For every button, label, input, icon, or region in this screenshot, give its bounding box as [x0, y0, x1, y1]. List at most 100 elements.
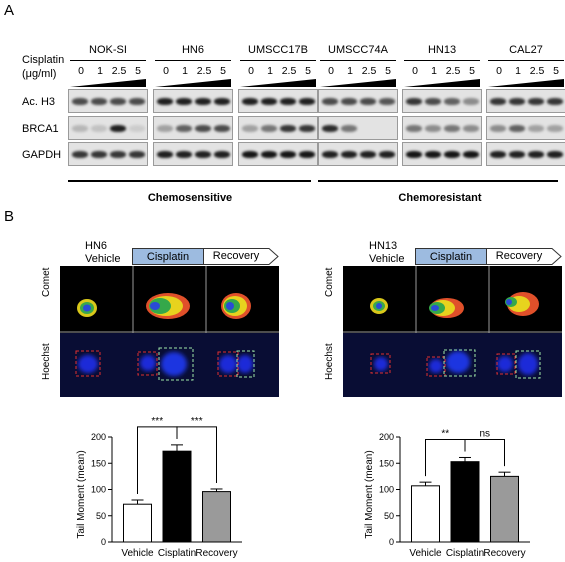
blot-band [280, 151, 296, 158]
blot-band [547, 125, 563, 132]
blot-ac-h3 [402, 89, 482, 113]
blot-band [91, 98, 107, 105]
blot-band [406, 151, 422, 158]
cell-line-underline [155, 60, 231, 61]
blot-band [129, 151, 145, 158]
hn13-comet-vehicle [370, 298, 388, 314]
blot-band [195, 151, 211, 158]
blot-band [341, 125, 357, 132]
blot-band [547, 98, 563, 105]
blot-band [157, 125, 173, 132]
hn13-tail-moment-chart: 0 50 100 150 200 Tail Moment (mean) Vehicle Cis… [364, 428, 530, 559]
hn13-y-tick-label: 200 [379, 432, 394, 442]
hn13-comet-cisplatin [429, 298, 464, 318]
blot-band [242, 125, 258, 132]
hn6-comet-recovery [221, 293, 251, 319]
hn6-significance-label: *** [151, 416, 163, 427]
cell-line-umscc74a: UMSCC74A [328, 44, 388, 56]
hn13-row-label-comet-text: Comet [324, 267, 335, 297]
dose-wedge [404, 79, 480, 87]
dose-wedge [488, 79, 564, 87]
blot-band [425, 98, 441, 105]
hn6-hoechst-cisplatin [137, 347, 194, 381]
hn13-x-tick-label: Cisplatin [446, 548, 484, 559]
hn6-hoechst-vehicle [75, 350, 101, 377]
blot-brca1 [68, 116, 148, 140]
dose-label: 2.5 [281, 65, 297, 77]
blot-gapdh [238, 142, 318, 166]
blot-band [299, 151, 315, 158]
dose-label: 1 [182, 65, 188, 77]
cell-line-hn13: HN13 [427, 44, 457, 56]
blot-band [195, 125, 211, 132]
blot-band [406, 98, 422, 105]
dose-label: 1 [431, 65, 437, 77]
dose-label: 0 [248, 65, 254, 77]
hn13-y-axis-label: Tail Moment (mean) [364, 450, 375, 538]
dose-label: 5 [135, 65, 141, 77]
hn13-hoechst-vehicle [370, 353, 391, 374]
blot-band [299, 125, 315, 132]
hn6-y-tick-label: 100 [91, 485, 106, 495]
hn13-title: HN13 Vehicle [369, 240, 404, 266]
blot-band [195, 98, 211, 105]
dose-label: 1 [347, 65, 353, 77]
hn6-step-recovery-shape [203, 248, 279, 265]
blot-band [214, 151, 230, 158]
row-label-brca1: BRCA1 [22, 123, 59, 135]
cell-line-underline [320, 60, 396, 61]
blot-band [72, 125, 88, 132]
blot-band [110, 151, 126, 158]
blot-band [110, 98, 126, 105]
blot-band [322, 98, 338, 105]
cell-line-underline [240, 60, 316, 61]
chemoresistant-line [318, 180, 558, 182]
cell-line-umscc17b: UMSCC17B [248, 44, 308, 56]
blot-band [360, 151, 376, 158]
blot-band [72, 98, 88, 105]
hn6-y-tick-label: 200 [91, 432, 106, 442]
dose-label: 5 [553, 65, 559, 77]
hn13-row-label-hoechst: Hoechst [324, 343, 335, 380]
blot-band [444, 151, 460, 158]
blot-band [322, 151, 338, 158]
hn6-step-recovery: Recovery [212, 250, 260, 262]
blot-ac-h3 [68, 89, 148, 113]
blot-band [463, 151, 479, 158]
treatment-label: Cisplatin (μg/ml) [22, 53, 64, 81]
cell-line-underline [70, 60, 146, 61]
hn13-hoechst-recovery [496, 350, 541, 379]
dose-wedge [320, 79, 396, 87]
dose-wedge [70, 79, 146, 87]
hn13-y-tick-label: 0 [389, 537, 394, 547]
dose-label: 2.5 [529, 65, 545, 77]
blot-band [444, 98, 460, 105]
blot-band [280, 125, 296, 132]
hn6-y-tick-label: 0 [101, 537, 106, 547]
blot-band [425, 125, 441, 132]
cell-line-underline [488, 60, 564, 61]
hn13-step-cisplatin: Cisplatin [415, 248, 487, 265]
blot-band [129, 125, 145, 132]
blot-band [444, 125, 460, 132]
blot-gapdh [68, 142, 148, 166]
hn13-x-tick-label: Recovery [483, 548, 525, 559]
blot-band [242, 98, 258, 105]
hn13-bar-recovery [490, 475, 519, 543]
hn6-bar-vehicle [123, 503, 152, 543]
hn6-hoechst-recovery [217, 350, 255, 378]
hn6-x-tick-label: Recovery [195, 548, 237, 559]
chemosensitive-label: Chemosensitive [147, 192, 233, 204]
blot-band [242, 151, 258, 158]
blot-band [509, 98, 525, 105]
hn6-row-label-comet: Comet [41, 268, 52, 297]
dose-label: 0 [412, 65, 418, 77]
blot-band [463, 98, 479, 105]
hn6-comet-cisplatin [146, 293, 190, 319]
blot-band [547, 151, 563, 158]
cell-line-hn6: HN6 [181, 44, 204, 56]
dose-label: 2.5 [361, 65, 377, 77]
blot-band [341, 98, 357, 105]
blot-ac-h3 [238, 89, 318, 113]
blot-brca1 [153, 116, 233, 140]
